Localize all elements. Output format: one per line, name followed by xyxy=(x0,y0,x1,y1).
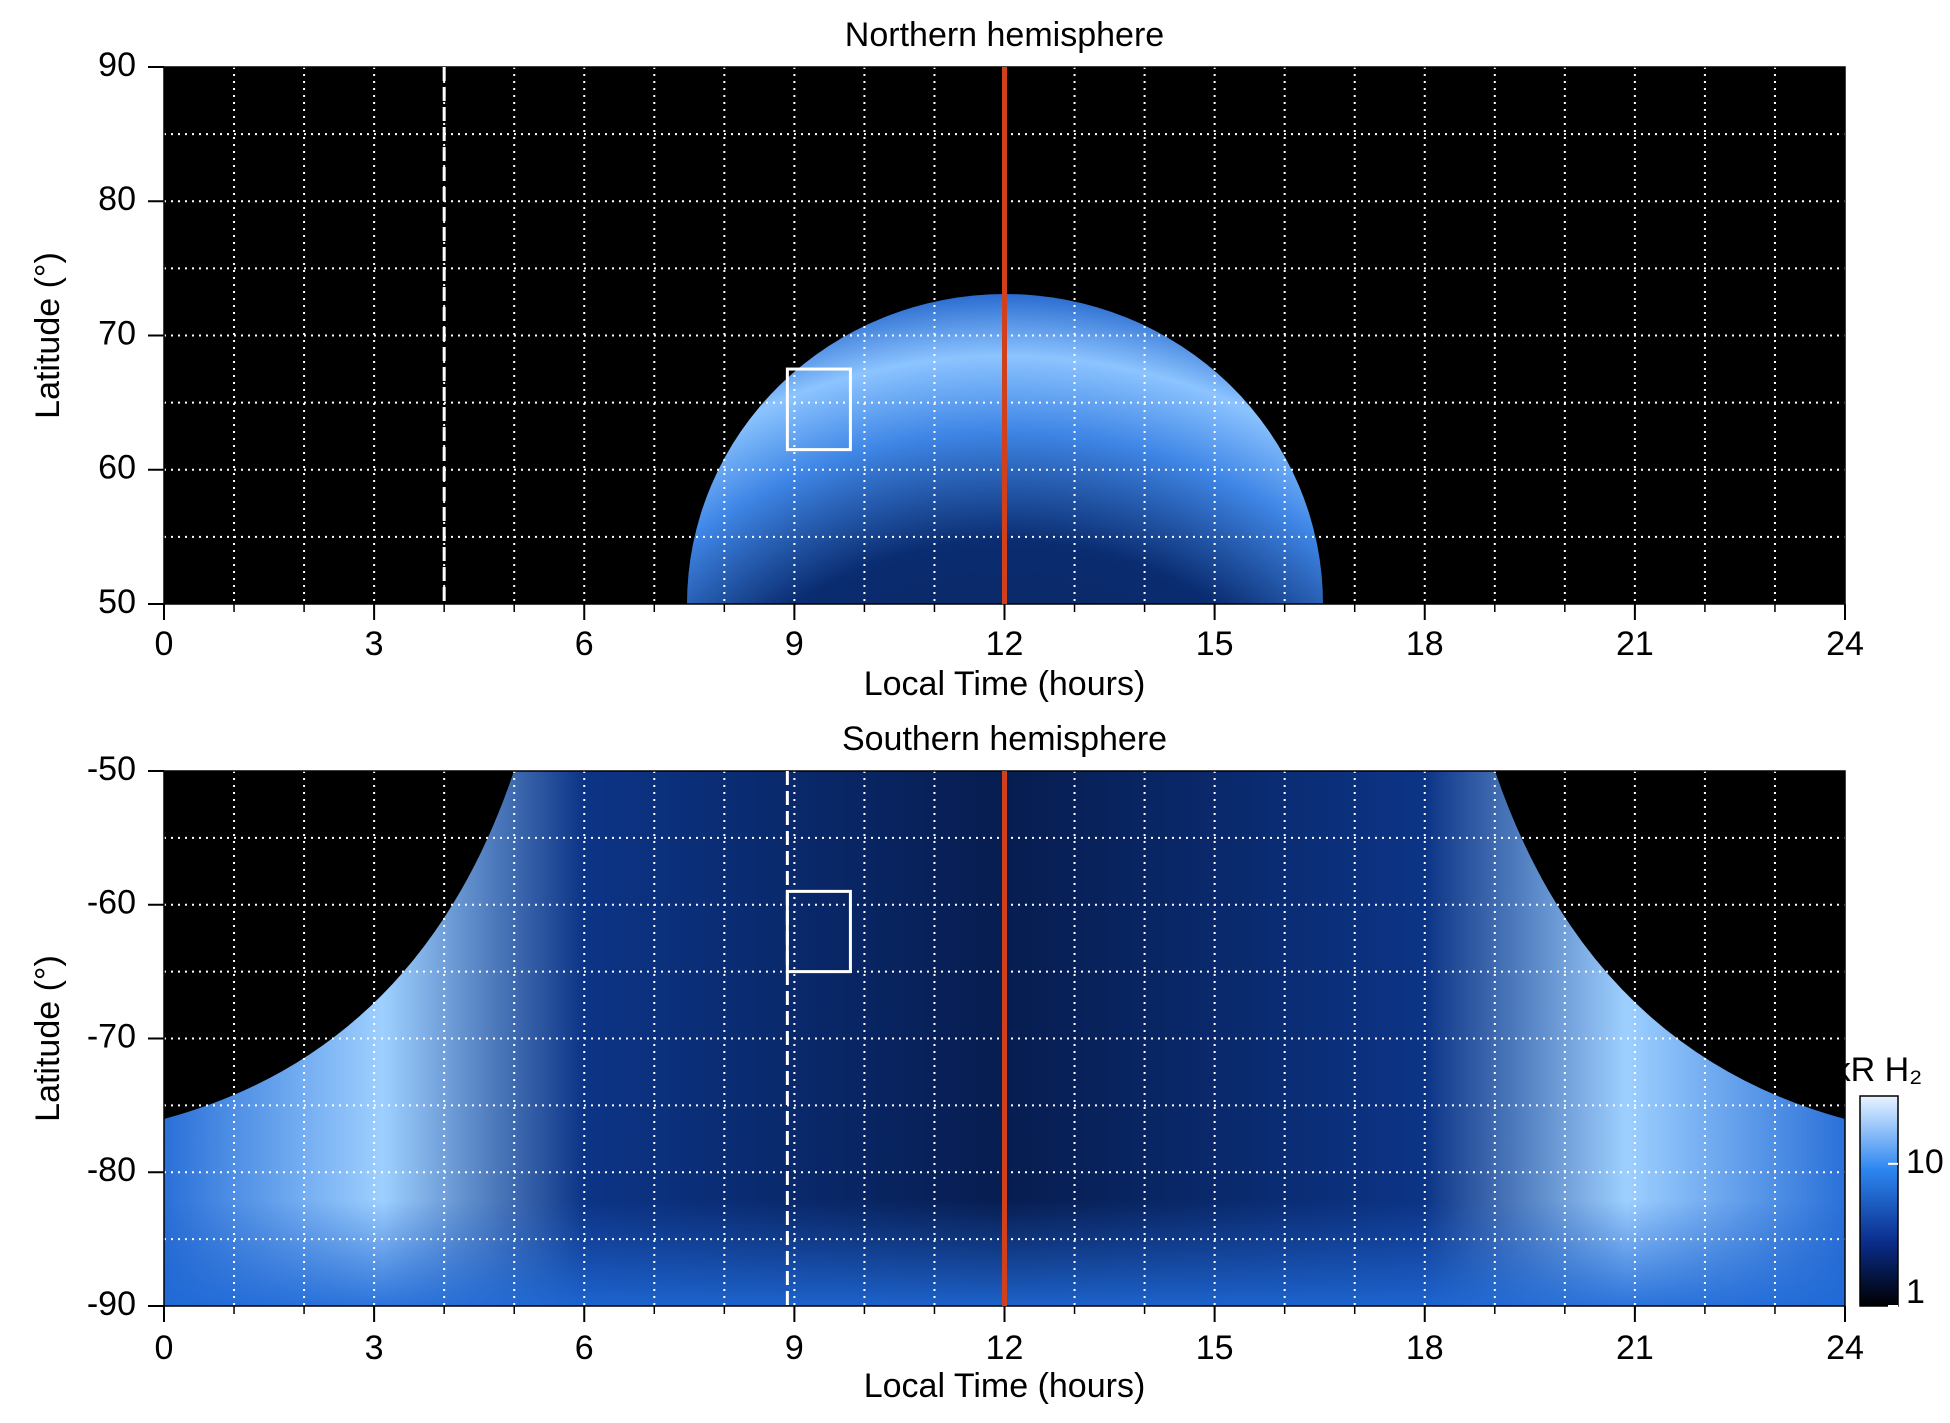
y-tick-label: 50 xyxy=(98,583,136,621)
x-tick-label: 6 xyxy=(575,1329,594,1367)
x-tick-label: 21 xyxy=(1616,1329,1654,1367)
x-tick-label: 12 xyxy=(986,625,1024,663)
y-tick-label: 90 xyxy=(98,46,136,84)
x-tick-label: 18 xyxy=(1406,625,1444,663)
x-tick-label: 12 xyxy=(986,1329,1024,1367)
x-tick-label: 3 xyxy=(365,1329,384,1367)
x-tick-label: 3 xyxy=(365,625,384,663)
y-tick-label: 60 xyxy=(98,449,136,487)
x-tick-label: 24 xyxy=(1826,625,1864,663)
y-axis-label: Latitude (°) xyxy=(29,955,67,1122)
colorbar-tick-label: 1 xyxy=(1906,1273,1925,1311)
x-tick-label: 0 xyxy=(155,625,174,663)
x-tick-label: 0 xyxy=(155,1329,174,1367)
x-tick-label: 18 xyxy=(1406,1329,1444,1367)
x-axis-label: Local Time (hours) xyxy=(864,665,1146,703)
y-tick-label: -60 xyxy=(87,884,136,922)
y-tick-label: 80 xyxy=(98,180,136,218)
region-box xyxy=(785,889,852,974)
colorbar xyxy=(1859,1095,1899,1307)
x-tick-label: 6 xyxy=(575,625,594,663)
colorbar-tick-label: 10 xyxy=(1906,1143,1944,1181)
y-tick-label: -70 xyxy=(87,1017,136,1055)
x-tick-label: 15 xyxy=(1196,1329,1234,1367)
x-tick-label: 15 xyxy=(1196,625,1234,663)
x-tick-label: 9 xyxy=(785,625,804,663)
y-tick-label: 70 xyxy=(98,314,136,352)
x-tick-label: 24 xyxy=(1826,1329,1864,1367)
y-tick-label: -50 xyxy=(87,750,136,788)
region-box xyxy=(785,367,852,452)
colorbar-label: kR H₂ xyxy=(1834,1051,1923,1089)
x-tick-label: 9 xyxy=(785,1329,804,1367)
x-axis-label: Local Time (hours) xyxy=(864,1367,1146,1405)
x-tick-label: 21 xyxy=(1616,625,1654,663)
y-tick-label: -90 xyxy=(87,1285,136,1323)
chart-title: Northern hemisphere xyxy=(845,16,1164,54)
y-axis-label: Latitude (°) xyxy=(29,252,67,419)
y-tick-label: -80 xyxy=(87,1151,136,1189)
chart-title: Southern hemisphere xyxy=(842,720,1167,758)
